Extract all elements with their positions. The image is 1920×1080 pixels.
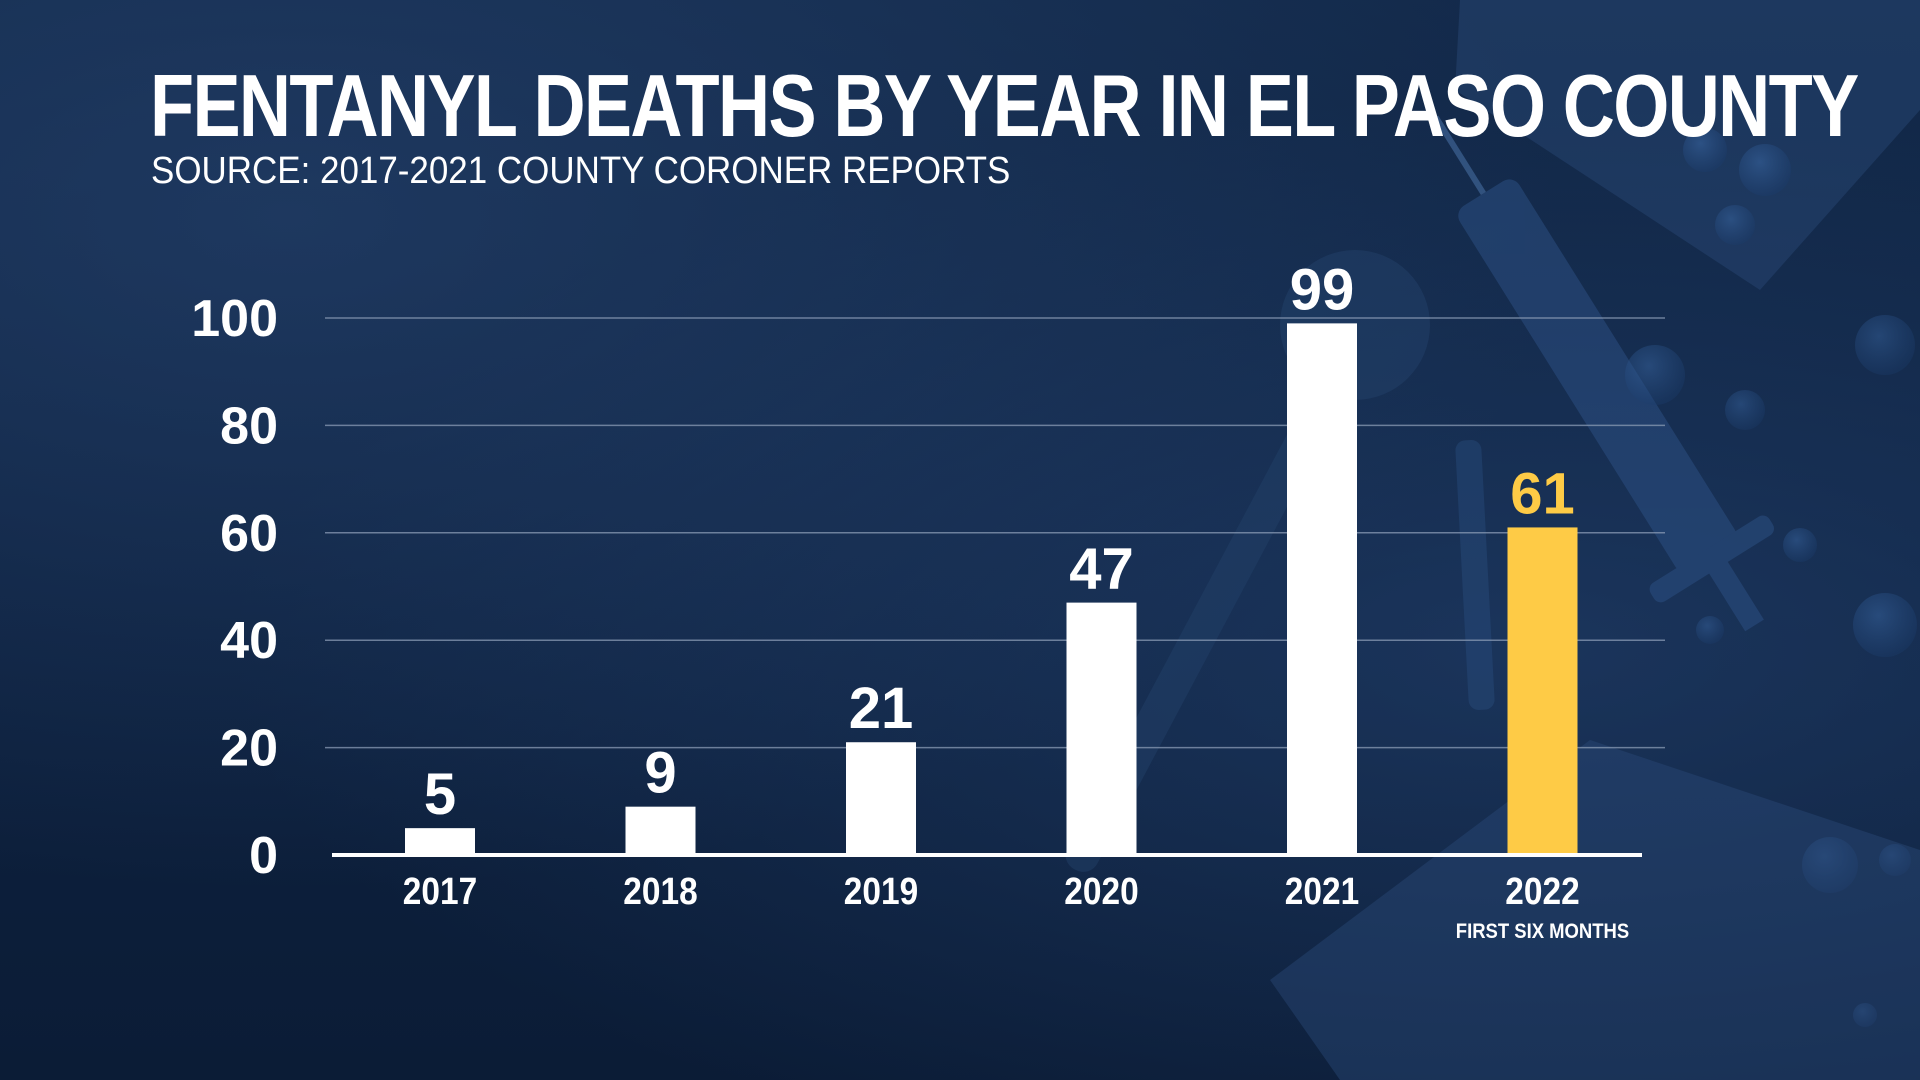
- bar-2017: [405, 828, 475, 855]
- x-tick-sublabel: FIRST SIX MONTHS: [1456, 920, 1629, 943]
- bars: 5 9 21 47 99 61: [405, 257, 1578, 855]
- bar-2018: [625, 806, 696, 855]
- bar-2020: [1066, 602, 1137, 855]
- y-tick-label: 40: [220, 612, 278, 670]
- y-tick-label: 0: [249, 827, 278, 885]
- x-tick-label-2020: 2020: [1064, 870, 1138, 912]
- y-tick-label: 80: [220, 397, 278, 455]
- y-tick-label: 60: [220, 505, 278, 563]
- data-label-2020: 47: [1069, 537, 1134, 602]
- data-label-2021: 99: [1290, 257, 1355, 322]
- y-axis: 0 20 40 60 80 100: [191, 290, 278, 885]
- bar-2019: [846, 742, 916, 855]
- chart-subtitle: SOURCE: 2017-2021 COUNTY CORONER REPORTS: [151, 150, 1011, 192]
- x-tick-label-2021: 2021: [1285, 870, 1359, 912]
- data-label-2022: 61: [1510, 461, 1575, 526]
- bar-2021: [1287, 323, 1357, 855]
- data-label-2017: 5: [424, 762, 456, 827]
- x-tick-label-2022: 2022: [1505, 870, 1579, 912]
- x-tick-label-2018: 2018: [623, 870, 697, 912]
- x-tick-label-2019: 2019: [844, 870, 918, 912]
- x-tick-label-2017: 2017: [403, 870, 477, 912]
- y-tick-label: 20: [220, 720, 278, 778]
- data-label-2019: 21: [849, 676, 914, 741]
- chart-title: FENTANYL DEATHS BY YEAR IN EL PASO COUNT…: [150, 56, 1859, 155]
- y-tick-label: 100: [191, 290, 278, 348]
- bar-2022: [1507, 527, 1578, 855]
- x-axis: 2017 2018 2019 2020 2021 2022 FIRST SIX MONTHS: [332, 853, 1642, 943]
- gridlines: [325, 317, 1665, 749]
- data-label-2018: 9: [644, 741, 676, 806]
